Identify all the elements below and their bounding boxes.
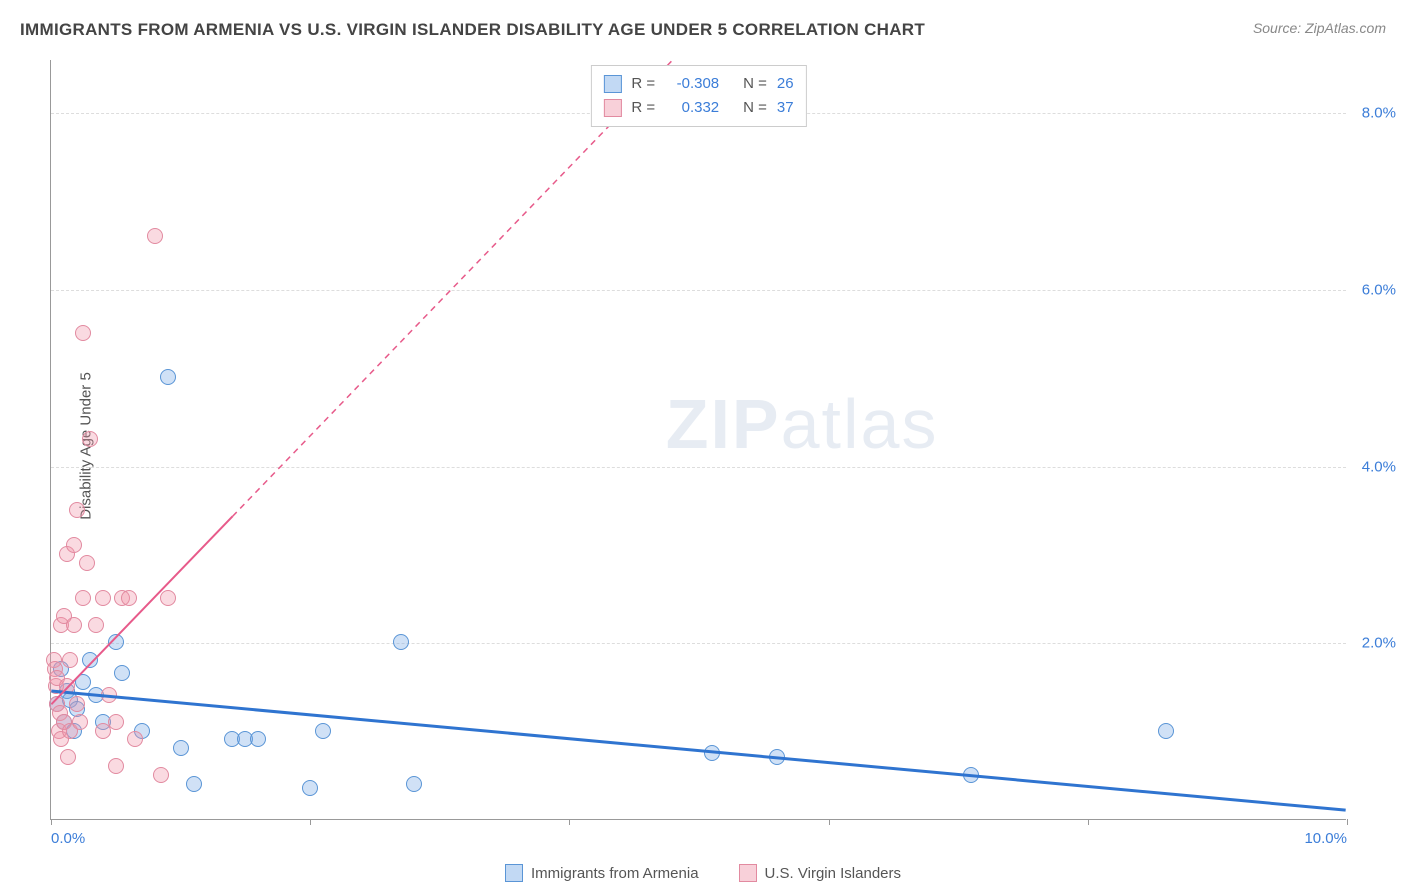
scatter-point-usvi: [88, 617, 104, 633]
legend-swatch-icon: [505, 864, 523, 882]
legend-swatch-icon: [603, 75, 621, 93]
y-tick-label: 8.0%: [1351, 105, 1396, 122]
scatter-point-usvi: [66, 617, 82, 633]
scatter-point-armenia: [160, 369, 176, 385]
scatter-point-armenia: [75, 674, 91, 690]
scatter-point-usvi: [75, 590, 91, 606]
x-tick-mark: [829, 819, 830, 825]
scatter-point-armenia: [1158, 723, 1174, 739]
scatter-point-armenia: [82, 652, 98, 668]
x-tick-mark: [1088, 819, 1089, 825]
correlation-legend: R = -0.308 N = 26 R = 0.332 N = 37: [590, 65, 806, 127]
series-legend-label: U.S. Virgin Islanders: [765, 865, 901, 882]
source-attribution: Source: ZipAtlas.com: [1253, 20, 1386, 36]
scatter-point-usvi: [72, 714, 88, 730]
plot-area: ZIPatlas R =-0.308N =26R =0.332N =37 2.0…: [50, 60, 1346, 820]
trend-line-dashed-usvi: [233, 60, 673, 516]
gridline-horizontal: [51, 290, 1346, 291]
y-tick-label: 2.0%: [1351, 635, 1396, 652]
x-tick-mark: [569, 819, 570, 825]
scatter-point-armenia: [173, 740, 189, 756]
watermark: ZIPatlas: [666, 384, 939, 464]
y-tick-label: 6.0%: [1351, 281, 1396, 298]
scatter-point-usvi: [69, 502, 85, 518]
series-legend: Immigrants from Armenia U.S. Virgin Islan…: [505, 864, 901, 882]
legend-swatch-icon: [603, 99, 621, 117]
scatter-point-usvi: [127, 731, 143, 747]
legend-r-value: -0.308: [665, 72, 719, 96]
scatter-point-usvi: [160, 590, 176, 606]
scatter-point-armenia: [108, 634, 124, 650]
scatter-point-armenia: [704, 745, 720, 761]
scatter-point-armenia: [186, 776, 202, 792]
scatter-point-usvi: [121, 590, 137, 606]
legend-n-label: N =: [743, 96, 767, 120]
legend-r-label: R =: [631, 72, 655, 96]
chart-title: IMMIGRANTS FROM ARMENIA VS U.S. VIRGIN I…: [20, 20, 925, 40]
series-legend-item: U.S. Virgin Islanders: [739, 864, 901, 882]
x-tick-label: 0.0%: [51, 830, 85, 847]
gridline-horizontal: [51, 467, 1346, 468]
series-legend-label: Immigrants from Armenia: [531, 865, 699, 882]
trend-lines-layer: [51, 60, 1346, 819]
scatter-point-armenia: [963, 767, 979, 783]
scatter-point-usvi: [95, 590, 111, 606]
watermark-light: atlas: [781, 385, 939, 463]
x-tick-mark: [310, 819, 311, 825]
gridline-horizontal: [51, 643, 1346, 644]
y-tick-label: 4.0%: [1351, 458, 1396, 475]
scatter-point-armenia: [114, 665, 130, 681]
legend-n-value: 26: [777, 72, 794, 96]
scatter-point-usvi: [79, 555, 95, 571]
watermark-bold: ZIP: [666, 385, 781, 463]
scatter-point-usvi: [82, 431, 98, 447]
scatter-point-usvi: [108, 758, 124, 774]
scatter-point-usvi: [147, 228, 163, 244]
trend-line-armenia: [51, 691, 1345, 810]
scatter-point-armenia: [315, 723, 331, 739]
scatter-point-armenia: [250, 731, 266, 747]
x-tick-mark: [1347, 819, 1348, 825]
correlation-legend-row: R = 0.332 N = 37: [603, 96, 793, 120]
scatter-point-usvi: [75, 325, 91, 341]
scatter-point-armenia: [406, 776, 422, 792]
scatter-point-usvi: [59, 678, 75, 694]
scatter-point-usvi: [62, 652, 78, 668]
x-tick-label: 10.0%: [1304, 830, 1347, 847]
scatter-point-armenia: [393, 634, 409, 650]
correlation-legend-row: R = -0.308 N = 26: [603, 72, 793, 96]
scatter-point-usvi: [69, 696, 85, 712]
scatter-point-usvi: [101, 687, 117, 703]
scatter-point-armenia: [769, 749, 785, 765]
scatter-point-usvi: [108, 714, 124, 730]
scatter-point-usvi: [60, 749, 76, 765]
legend-r-value: 0.332: [665, 96, 719, 120]
legend-swatch-icon: [739, 864, 757, 882]
x-tick-mark: [51, 819, 52, 825]
scatter-point-usvi: [66, 537, 82, 553]
series-legend-item: Immigrants from Armenia: [505, 864, 699, 882]
legend-r-label: R =: [631, 96, 655, 120]
legend-n-label: N =: [743, 72, 767, 96]
scatter-point-usvi: [153, 767, 169, 783]
scatter-point-armenia: [302, 780, 318, 796]
legend-n-value: 37: [777, 96, 794, 120]
